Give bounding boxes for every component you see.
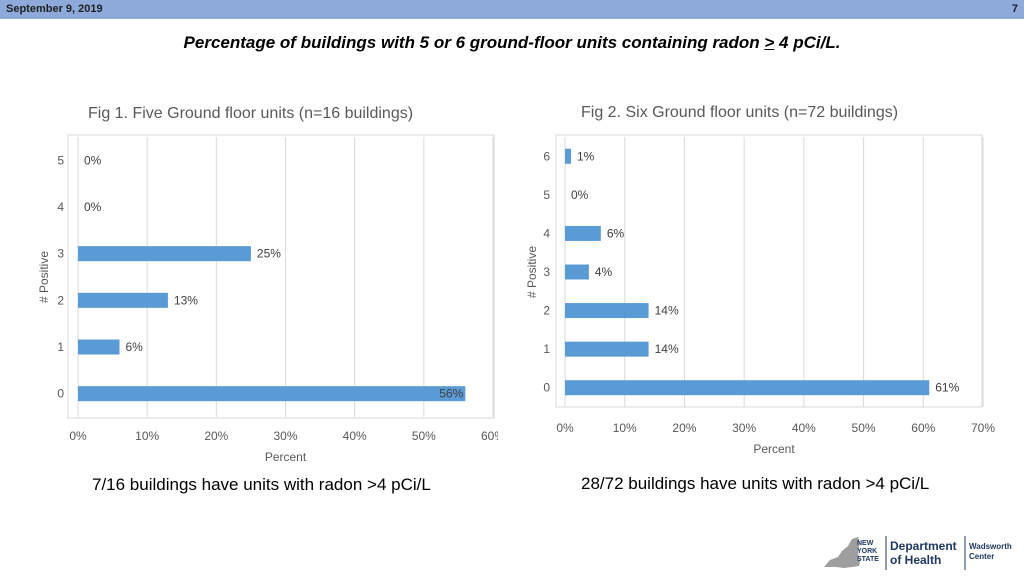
fig1-x-tick-label: 40% [343, 429, 367, 443]
slide-date: September 9, 2019 [6, 3, 103, 15]
fig2-x-tick-label: 70% [971, 421, 995, 435]
slide-title: Percentage of buildings with 5 or 6 grou… [0, 33, 1024, 53]
fig1-category-label: 2 [57, 293, 64, 307]
fig1-x-tick-label: 0% [69, 429, 87, 443]
fig2-category-label: 1 [543, 342, 550, 356]
fig1-bar [78, 292, 168, 308]
fig2-x-tick-label: 60% [911, 421, 935, 435]
fig2-data-label: 6% [607, 226, 625, 240]
fig2-x-tick-label: 30% [732, 421, 756, 435]
fig2-data-label: 14% [655, 342, 679, 356]
fig2-x-tick-label: 10% [613, 421, 637, 435]
logo-center-line-2: Center [969, 552, 994, 561]
logo-dept-line-2: of Health [890, 553, 941, 567]
fig1-y-axis-title: # Positive [37, 251, 51, 303]
fig1-x-axis-title: Percent [265, 450, 307, 464]
fig2-bar [565, 341, 649, 357]
logo-center-line-1: Wadsworth [969, 542, 1012, 551]
page-number: 7 [1011, 3, 1018, 15]
fig1-data-label: 25% [257, 247, 281, 261]
fig1-category-label: 3 [57, 247, 64, 261]
fig2-category-label: 4 [543, 226, 550, 240]
logo-state-line-2: YORK [857, 548, 877, 555]
fig2-x-tick-label: 40% [792, 421, 816, 435]
fig2-data-label: 14% [655, 304, 679, 318]
fig2-category-label: 5 [543, 188, 550, 202]
fig2-x-axis-title: Percent [753, 442, 795, 456]
fig1-category-label: 5 [57, 153, 64, 167]
fig1-x-tick-label: 50% [412, 429, 436, 443]
fig1-x-tick-label: 60% [481, 429, 498, 443]
fig2-caption: 28/72 buildings have units with radon >4… [581, 474, 930, 493]
fig2-data-label: 0% [571, 188, 589, 202]
logo-state-line-3: STATE [857, 556, 879, 563]
slide-title-main: Percentage of buildings with 5 or 6 grou… [183, 33, 765, 52]
fig1-bar [78, 386, 466, 402]
fig1-category-label: 1 [57, 340, 64, 354]
logo-state-line-1: NEW [857, 540, 874, 547]
fig2-bar [565, 264, 589, 280]
fig1-chart: 0%10%20%30%40%50%60%056%16%213%325%40%50… [37, 134, 498, 464]
fig2-chart: 0% 10% 20% 30% 40% 50% 60% 70%0 61%1 14%2 14%3 4%4 6… [525, 134, 995, 456]
fig1-title: Fig 1. Five Ground floor units (n=16 bui… [88, 105, 414, 122]
fig2-bar [565, 148, 571, 164]
fig2-bar [565, 380, 930, 396]
fig1-frame [67, 134, 495, 419]
fig1-x-tick-label: 20% [204, 429, 228, 443]
fig2-data-label: 61% [935, 381, 959, 395]
logo-dept-line-1: Department [890, 539, 957, 553]
fig2-x-tick-label: 0% [556, 421, 574, 435]
fig2-bar [565, 303, 649, 319]
slide-title-tail: 4 pCi/L. [774, 33, 841, 52]
fig2-y-axis-title: # Positive [525, 246, 539, 298]
new-york-state-map-icon [824, 537, 860, 568]
fig1-bar [78, 246, 251, 262]
fig2-data-label: 4% [595, 265, 613, 279]
fig1-category-label: 0 [57, 387, 64, 401]
fig1-caption: 7/16 buildings have units with radon >4 … [92, 475, 431, 494]
fig1-data-label: 0% [84, 153, 102, 167]
fig2-frame [555, 134, 983, 408]
fig1-x-tick-label: 10% [135, 429, 159, 443]
header-bar: September 9, 2019 7 [0, 0, 1024, 19]
fig2-category-label: 3 [543, 265, 550, 279]
fig2-x-tick-label: 50% [852, 421, 876, 435]
fig1-x-tick-label: 30% [273, 429, 297, 443]
fig1-data-label: 13% [174, 293, 198, 307]
fig2-category-label: 2 [543, 304, 550, 318]
fig2-data-label: 1% [577, 149, 595, 163]
fig2-bar [565, 225, 601, 241]
fig1-data-label: 0% [84, 200, 102, 214]
fig1-data-label: 6% [126, 340, 144, 354]
nys-department-of-health-logo: NEW YORK STATE Department of Health Wads… [824, 536, 1012, 570]
fig1-data-label: 56% [439, 387, 463, 401]
fig1-bar [78, 339, 120, 355]
slide-title-symbol: > [764, 33, 775, 52]
fig2-category-label: 6 [543, 149, 550, 163]
fig2-title: Fig 2. Six Ground floor units (n=72 buil… [581, 104, 899, 121]
fig1-category-label: 4 [57, 200, 64, 214]
fig2-category-label: 0 [543, 381, 550, 395]
fig2-x-tick-label: 20% [672, 421, 696, 435]
